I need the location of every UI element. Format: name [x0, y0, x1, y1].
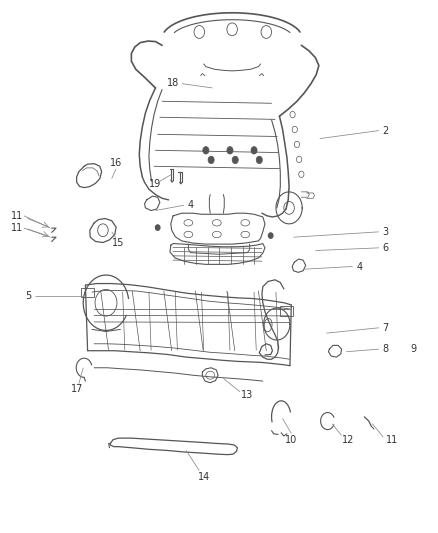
Text: 13: 13: [241, 391, 254, 400]
Text: 17: 17: [71, 384, 83, 394]
Text: 3: 3: [382, 227, 389, 237]
Circle shape: [208, 156, 214, 164]
Text: 15: 15: [112, 238, 124, 247]
Circle shape: [268, 233, 273, 238]
Text: 6: 6: [382, 243, 389, 253]
Text: 18: 18: [167, 78, 179, 87]
Text: 4: 4: [356, 262, 362, 271]
Text: 19: 19: [149, 179, 162, 189]
Text: 14: 14: [198, 472, 210, 482]
Text: 11: 11: [11, 211, 24, 221]
Text: 5: 5: [25, 291, 32, 301]
Text: 4: 4: [187, 200, 194, 210]
Circle shape: [155, 225, 160, 230]
Text: 9: 9: [411, 344, 417, 354]
Text: 10: 10: [285, 435, 297, 445]
Circle shape: [227, 147, 233, 154]
Circle shape: [203, 147, 209, 154]
Circle shape: [256, 156, 262, 164]
Text: 7: 7: [382, 323, 389, 333]
Text: 8: 8: [382, 344, 389, 354]
Text: 11: 11: [11, 223, 24, 233]
Circle shape: [251, 147, 257, 154]
Text: 16: 16: [110, 158, 122, 167]
Circle shape: [232, 156, 238, 164]
Text: 2: 2: [382, 126, 389, 135]
Text: 11: 11: [386, 435, 398, 445]
Text: 12: 12: [342, 435, 354, 445]
